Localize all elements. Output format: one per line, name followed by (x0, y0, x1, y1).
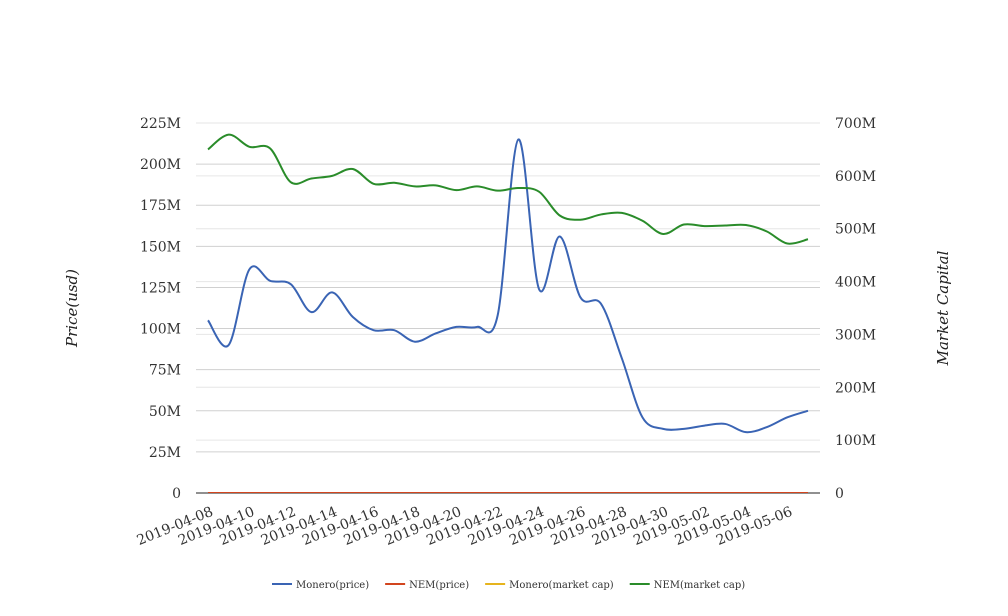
left-y-tick-label: 100M (140, 322, 181, 338)
gridlines (196, 122, 820, 453)
right-y-tick-label: 200M (835, 380, 876, 396)
right-y-axis-title: Market Capital (934, 250, 952, 366)
series-line-nem-market-cap (207, 133, 809, 245)
left-y-tick-label: 150M (140, 239, 181, 255)
left-y-tick-label: 175M (140, 198, 181, 214)
left-y-tick-label: 200M (140, 157, 181, 173)
right-y-tick-label: 500M (835, 222, 876, 238)
right-y-tick-label: 600M (835, 169, 876, 185)
x-axis-ticks: 2019-04-082019-04-102019-04-122019-04-14… (135, 504, 795, 549)
left-y-tick-label: 25M (149, 445, 181, 461)
series-lines (207, 133, 809, 493)
legend: Monero(price) NEM(price) Monero(market cap… (272, 580, 745, 591)
left-y-tick-label: 75M (149, 363, 181, 379)
right-y-tick-label: 400M (835, 275, 876, 291)
legend-label-nem-price: NEM(price) (409, 580, 469, 591)
right-y-axis-ticks: 0 100M 200M 300M 400M 500M 600M 700M (835, 116, 876, 502)
right-y-tick-label: 700M (835, 116, 876, 132)
left-y-axis-ticks: 0 25M 50M 75M 100M 125M 150M 175M 200M 225M (140, 116, 181, 502)
right-y-tick-label: 100M (835, 433, 876, 449)
series-line-monero-price (207, 138, 809, 434)
left-y-tick-label: 50M (149, 404, 181, 420)
left-y-tick-label: 0 (172, 486, 181, 502)
legend-label-monero-price: Monero(price) (296, 580, 369, 591)
left-y-tick-label: 225M (140, 116, 181, 132)
right-y-tick-label: 0 (835, 486, 844, 502)
legend-label-monero-market-cap: Monero(market cap) (509, 580, 614, 591)
right-y-tick-label: 300M (835, 327, 876, 343)
legend-label-nem-market-cap: NEM(market cap) (654, 580, 746, 591)
left-y-tick-label: 125M (140, 280, 181, 296)
left-y-axis-title: Price(usd) (63, 269, 81, 348)
